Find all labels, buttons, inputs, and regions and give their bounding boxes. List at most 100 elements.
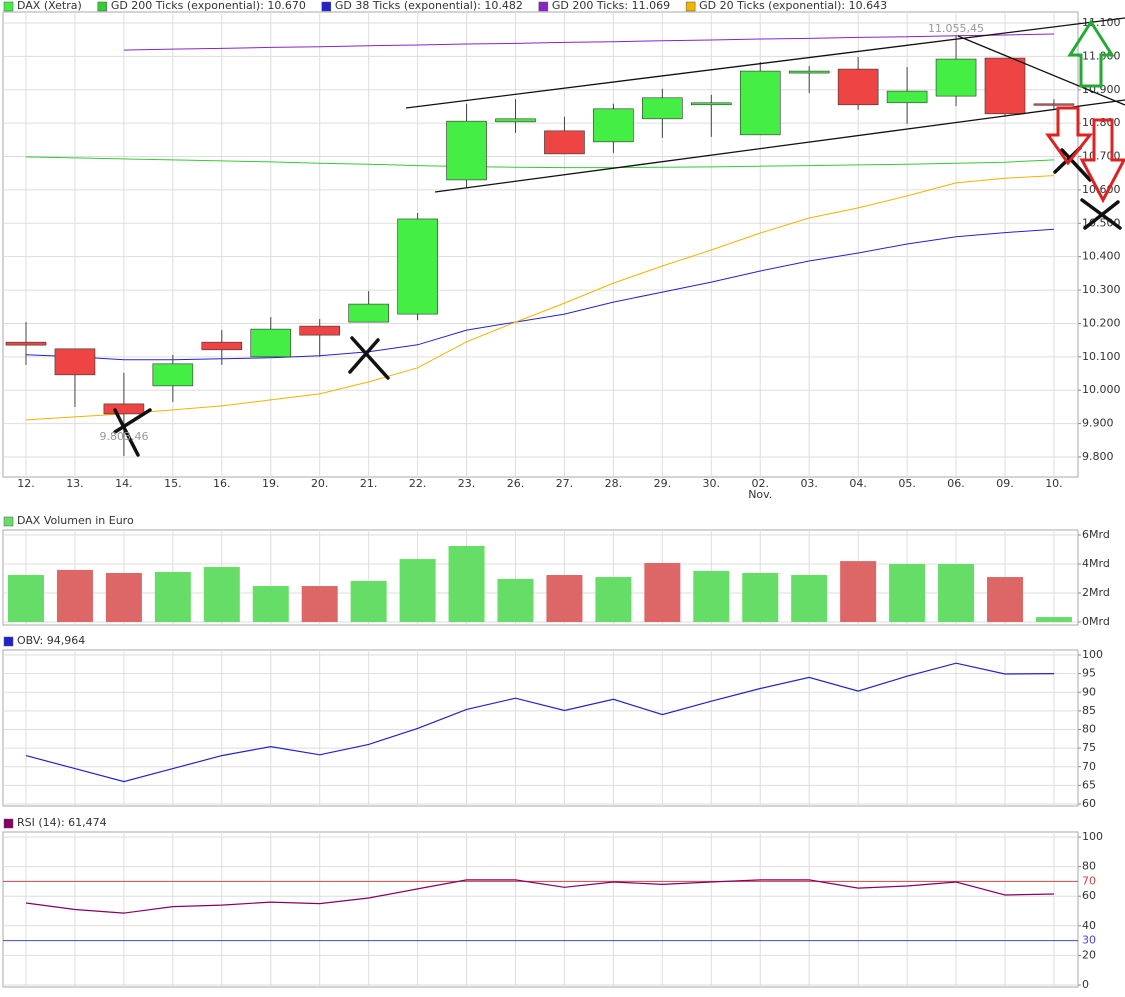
reference-label: 70 (1082, 874, 1096, 887)
volume-bar (987, 577, 1023, 622)
legend-swatch (321, 1, 332, 12)
cross-mark (1083, 200, 1120, 230)
volume-bar (301, 586, 338, 622)
candle-body (201, 341, 243, 351)
x-tick-label: 13. (66, 477, 84, 490)
x-tick-label: 29. (654, 477, 672, 490)
volume-bar (840, 561, 877, 622)
moving-average-line (25, 228, 1055, 361)
volume-bar (56, 569, 93, 622)
panel-frame (2, 649, 1079, 807)
candle-body (103, 403, 145, 415)
candle-body (446, 120, 487, 181)
y-tick-label: 80 (1082, 860, 1096, 873)
hand-drawn-annotations: 11.055,45 9.803,46 (100, 17, 1125, 457)
moving-average-line (25, 156, 1055, 169)
legend-label: RSI (14): 61,474 (17, 816, 107, 829)
volume-bar (595, 577, 632, 622)
x-tick-label: 19. (262, 477, 280, 490)
cross-mark (113, 408, 152, 434)
candle-body (690, 102, 732, 106)
y-tick-label: 60 (1082, 889, 1096, 902)
y-tick-label: 4Mrd (1082, 557, 1110, 570)
trend-line (957, 35, 1125, 106)
candle-body (837, 68, 879, 106)
y-tick-label: 100 (1082, 830, 1103, 843)
x-tick-label: 06. (947, 477, 965, 490)
y-tick-label: 10.000 (1082, 383, 1121, 396)
y-tick-label: 0 (1082, 978, 1089, 991)
volume-bar (546, 575, 583, 622)
trend-line (405, 17, 1125, 109)
candle-body (739, 70, 781, 136)
volume-bar (8, 575, 44, 622)
x-tick-label: 10. (1045, 477, 1063, 490)
x-tick-label: 22. (409, 477, 427, 490)
legend-label: GD 200 Ticks: 11.069 (552, 0, 670, 12)
candle-body (299, 325, 341, 336)
y-tick-label: 10.100 (1082, 350, 1121, 363)
x-tick-label: 02. (752, 477, 770, 490)
y-tick-label: 70 (1082, 760, 1096, 773)
x-tick-label: 30. (703, 477, 721, 490)
y-tick-label: 0Mrd (1082, 615, 1110, 628)
cross-mark (348, 338, 380, 374)
down-arrow (1079, 118, 1125, 204)
up-arrow (1067, 19, 1115, 88)
x-tick-label: 16. (213, 477, 231, 490)
volume-bar (154, 571, 191, 622)
legend-swatch (538, 1, 549, 12)
y-tick-label: 2Mrd (1082, 586, 1110, 599)
y-tick-label: 95 (1082, 667, 1096, 680)
x-month-label: Nov. (748, 488, 772, 501)
volume-bar (791, 575, 828, 622)
volume-bar (203, 567, 240, 622)
volume-bar (252, 586, 289, 622)
cross-mark (113, 408, 140, 457)
y-tick-label: 10.300 (1082, 283, 1121, 296)
low-annotation: 9.803,46 (100, 430, 149, 443)
volume-bar (938, 564, 975, 622)
volume-bar (889, 564, 926, 622)
panel-frame (2, 831, 1079, 988)
down-arrow (1045, 106, 1094, 166)
legend-label: OBV: 94,964 (17, 634, 85, 647)
legend-label: GD 38 Ticks (exponential): 10.482 (335, 0, 523, 12)
candle-body (886, 90, 928, 104)
legend-label: GD 200 Ticks (exponential): 10.670 (111, 0, 306, 12)
y-tick-label: 6Mrd (1082, 528, 1110, 541)
y-tick-label: 9.800 (1082, 450, 1114, 463)
candle-body (152, 363, 194, 387)
volume-bar (742, 572, 779, 622)
y-tick-label: 65 (1082, 778, 1096, 791)
y-tick-label: 9.900 (1082, 417, 1114, 430)
moving-average-line (25, 175, 1055, 421)
indicator-line (25, 662, 1055, 783)
y-tick-label: 80 (1082, 723, 1096, 736)
candle-body (935, 58, 977, 97)
legend-swatch (3, 636, 14, 647)
x-tick-label: 20. (311, 477, 329, 490)
volume-bar (350, 580, 387, 622)
y-tick-label: 10.200 (1082, 316, 1121, 329)
indicator-line (25, 879, 1055, 914)
x-tick-label: 15. (164, 477, 182, 490)
candle-body (250, 328, 292, 358)
volume-bar (448, 546, 485, 622)
legend-swatch (3, 818, 14, 829)
legend-swatch (97, 1, 108, 12)
y-tick-label: 100 (1082, 648, 1103, 661)
candle-body (788, 70, 830, 74)
candle-body (5, 341, 47, 346)
cross-mark (350, 336, 390, 380)
y-tick-label: 10.400 (1082, 250, 1121, 263)
legend-swatch (3, 1, 14, 12)
x-tick-label: 23. (458, 477, 476, 490)
x-tick-label: 03. (800, 477, 818, 490)
legend-swatch (685, 1, 696, 12)
volume-bar (497, 578, 534, 622)
x-tick-label: 09. (996, 477, 1014, 490)
legend-label: DAX (Xetra) (17, 0, 82, 12)
candle-body (984, 57, 1026, 115)
